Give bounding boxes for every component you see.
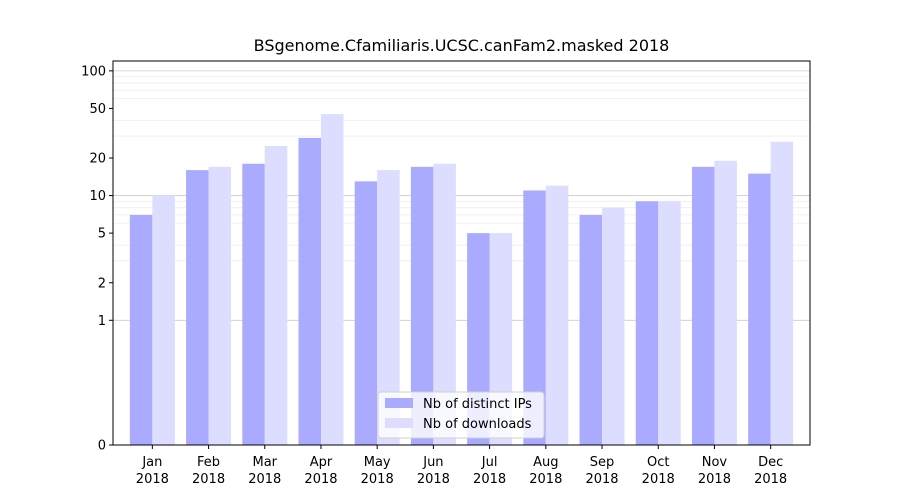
x-tick-label-line: Jan	[141, 455, 162, 470]
legend-swatch	[385, 398, 413, 408]
x-tick-label-line: Jun	[422, 455, 443, 470]
y-tick-label: 10	[89, 189, 106, 204]
x-tick-label-line: Dec	[758, 455, 783, 470]
bar-distinct-ips	[748, 173, 771, 445]
y-tick-label: 50	[89, 102, 106, 117]
bar-distinct-ips	[635, 201, 659, 445]
bar-downloads	[433, 163, 456, 445]
x-tick-label: Jul 2018	[473, 455, 506, 487]
x-tick-label-line: 2018	[642, 472, 675, 487]
y-tick-label: 5	[98, 227, 106, 242]
x-tick-label: Aug 2018	[529, 455, 562, 487]
x-tick-label-line: 2018	[473, 472, 506, 487]
bar-distinct-ips	[129, 214, 153, 445]
x-tick-label: Jan 2018	[136, 455, 169, 487]
x-tick-label-line: 2018	[136, 472, 169, 487]
bar-distinct-ips	[691, 166, 715, 445]
x-tick-label: Nov 2018	[698, 455, 731, 487]
x-tick-label: May 2018	[361, 455, 394, 487]
x-tick-label: Mar 2018	[248, 455, 281, 487]
legend-swatch	[385, 418, 413, 428]
y-tick-label: 20	[89, 152, 106, 167]
x-tick-label: Jun 2018	[417, 455, 450, 487]
x-tick-label-line: 2018	[529, 472, 562, 487]
x-tick-label-line: Sep	[590, 455, 615, 470]
bar-downloads	[264, 145, 288, 446]
x-tick-label-line: Jul	[481, 455, 498, 470]
bar-distinct-ips	[579, 214, 603, 445]
y-tick-label: 2	[98, 276, 106, 291]
legend-label: Nb of distinct IPs	[423, 397, 532, 412]
bar-downloads	[714, 160, 737, 445]
x-tick-label: Feb 2018	[192, 455, 225, 487]
x-tick-label: Sep 2018	[585, 455, 618, 487]
bar-downloads	[320, 114, 344, 445]
x-tick-label-line: Mar	[253, 455, 278, 470]
bar-downloads	[658, 201, 681, 445]
x-tick-label-line: Aug	[533, 455, 558, 470]
x-tick-label-line: 2018	[417, 472, 450, 487]
x-tick-label-line: 2018	[192, 472, 225, 487]
x-tick-label-line: May	[364, 455, 391, 470]
bars	[129, 114, 794, 446]
bar-distinct-ips	[410, 166, 434, 445]
bar-downloads	[377, 170, 400, 445]
legend-box	[377, 391, 545, 439]
plot-frame	[112, 60, 811, 446]
x-tick-label-line: 2018	[304, 472, 337, 487]
x-tick-label-line: Oct	[647, 455, 669, 470]
bar-distinct-ips	[354, 181, 378, 445]
legend-label: Nb of downloads	[423, 417, 532, 432]
x-tick-label: Dec 2018	[754, 455, 787, 487]
x-tick-label-line: 2018	[361, 472, 394, 487]
chart-title: BSgenome.Cfamiliaris.UCSC.canFam2.masked…	[254, 36, 670, 55]
bar-downloads	[545, 185, 569, 445]
bar-distinct-ips	[242, 163, 265, 445]
x-tick-label: Apr 2018	[304, 455, 337, 487]
x-tick-label-line: Feb	[197, 455, 220, 470]
legend: Nb of distinct IPs Nb of downloads	[377, 391, 545, 439]
y-tick-label: 1	[98, 314, 106, 329]
x-tick-label-line: Nov	[702, 455, 728, 470]
x-tick-label-line: 2018	[248, 472, 281, 487]
x-tick-label-line: Apr	[310, 455, 333, 470]
y-tick-label: 0	[98, 439, 106, 454]
bar-downloads	[152, 195, 175, 445]
bar-downloads	[770, 141, 794, 445]
bar-downloads	[208, 166, 232, 445]
x-axis: Jan 2018 Feb 2018 Mar 2018 Apr 2018 May 2018 Jun 20…	[136, 445, 787, 487]
bar-downloads	[602, 207, 625, 445]
y-axis: 0 1 2 5 10 20 50 100	[81, 64, 113, 454]
x-tick-label-line: 2018	[585, 472, 618, 487]
bar-distinct-ips	[298, 137, 321, 446]
bar-distinct-ips	[523, 190, 546, 445]
bar-distinct-ips	[186, 170, 209, 445]
y-tick-label: 100	[81, 64, 106, 79]
x-tick-label-line: 2018	[698, 472, 731, 487]
x-tick-label-line: 2018	[754, 472, 787, 487]
x-tick-label: Oct 2018	[642, 455, 675, 487]
